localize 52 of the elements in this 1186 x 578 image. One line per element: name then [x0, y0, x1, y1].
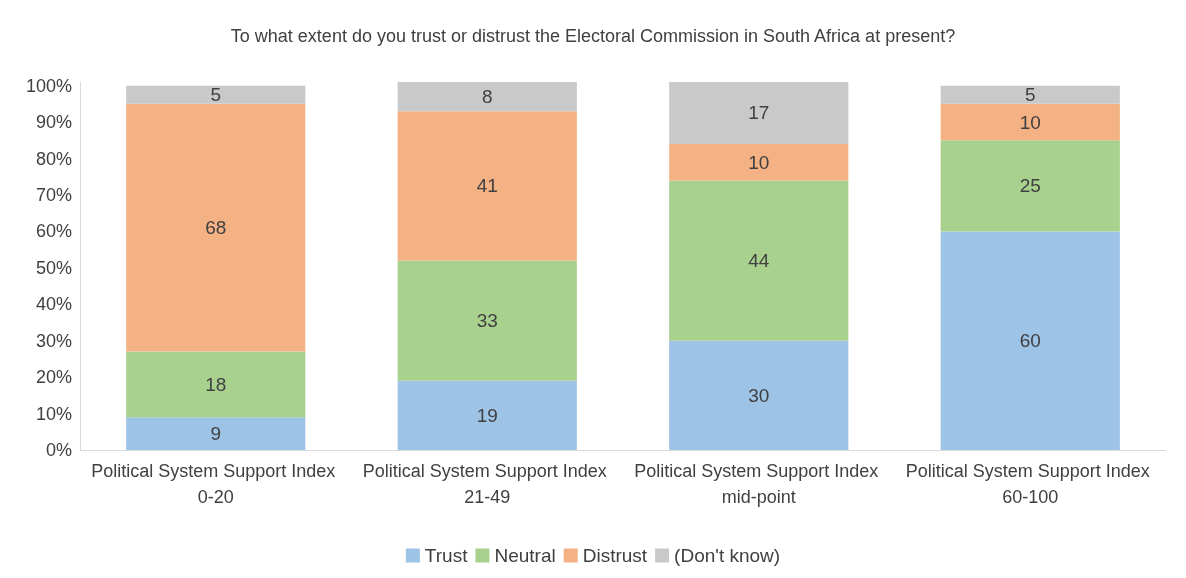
data-label: 5: [210, 84, 222, 106]
bar: [669, 143, 849, 181]
y-tick-label: 50%: [35, 257, 72, 278]
x-tick-label: Political System Support Index 21-49: [362, 461, 612, 507]
bar: [940, 231, 1120, 450]
bar: [126, 417, 306, 450]
y-tick-label: 60%: [35, 221, 72, 242]
legend-label: (Don't know): [674, 545, 781, 566]
data-label: 30: [748, 384, 770, 406]
bar: [669, 340, 849, 450]
y-tick-label: 0%: [45, 440, 72, 460]
data-label: 17: [748, 102, 770, 124]
bar: [126, 85, 306, 104]
bar: [126, 103, 306, 352]
bar: [397, 111, 577, 261]
data-label: 44: [748, 250, 770, 272]
y-tick-label: 10%: [35, 403, 72, 424]
bar: [940, 103, 1120, 141]
x-tick-label: Political System Support Index 0-20: [91, 461, 341, 507]
y-tick-label: 80%: [35, 148, 72, 169]
data-label: 60: [1019, 330, 1041, 352]
data-label: 8: [481, 86, 493, 108]
y-tick-label: 30%: [35, 330, 72, 351]
data-label: 68: [205, 217, 227, 239]
legend-label: Neutral: [494, 545, 556, 566]
legend-label: Distrust: [582, 545, 648, 566]
bar: [669, 82, 849, 144]
data-label: 5: [1024, 84, 1036, 106]
x-tick-label: Political System Support Index 60-100: [905, 461, 1155, 507]
bar: [940, 85, 1120, 104]
bar: [940, 140, 1120, 232]
bar: [397, 380, 577, 450]
y-tick-label: 40%: [35, 294, 72, 315]
legend-label: Trust: [424, 545, 469, 566]
chart-title: To what extent do you trust or distrust the Electoral Commission in South Africa at present?: [230, 26, 956, 46]
y-tick-label: 100%: [25, 75, 72, 96]
data-label: 10: [748, 151, 770, 173]
y-tick-label: 70%: [35, 184, 72, 205]
bar: [126, 351, 306, 418]
bar: [397, 82, 577, 112]
bar: [669, 180, 849, 341]
data-label: 10: [1019, 111, 1041, 133]
data-label: 18: [205, 373, 227, 395]
x-tick-label: Political System Support Index mid-point: [634, 461, 884, 507]
data-label: 19: [476, 404, 498, 426]
data-label: 25: [1019, 175, 1041, 197]
data-label: 9: [210, 423, 222, 445]
bar: [397, 260, 577, 381]
data-label: 41: [476, 175, 498, 197]
y-tick-label: 20%: [35, 367, 72, 388]
data-label: 33: [476, 310, 498, 332]
y-tick-label: 90%: [35, 112, 72, 133]
